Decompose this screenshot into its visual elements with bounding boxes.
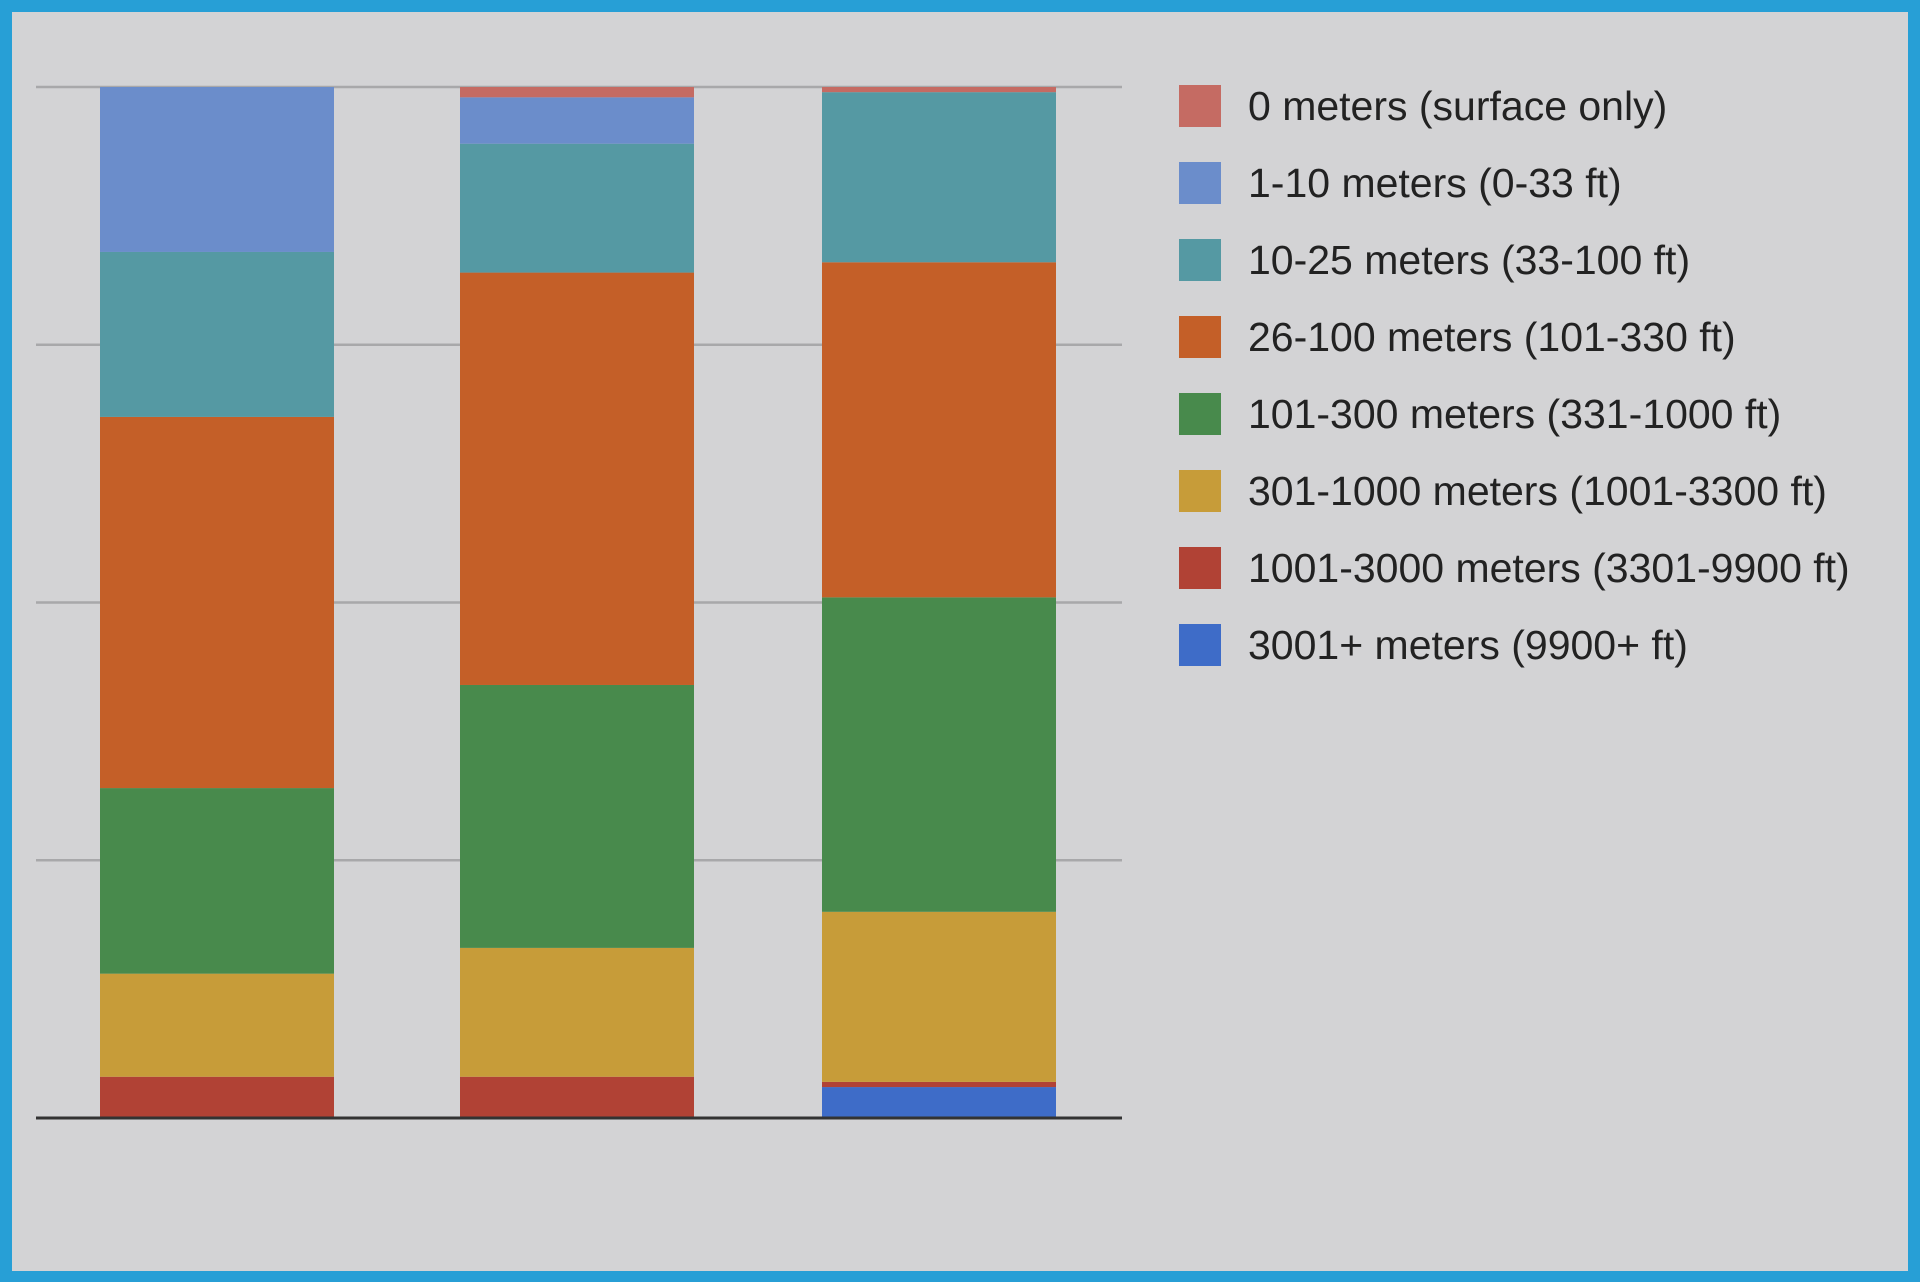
legend-swatch <box>1179 547 1221 589</box>
legend-label: 1-10 meters (0-33 ft) <box>1248 160 1622 206</box>
legend-item: 26-100 meters (101-330 ft) <box>1179 314 1736 360</box>
bar-segment <box>822 87 1056 93</box>
legend-item: 10-25 meters (33-100 ft) <box>1179 237 1690 283</box>
bar-segment <box>822 597 1056 912</box>
bar-segment <box>822 1081 1056 1088</box>
legend-label: 26-100 meters (101-330 ft) <box>1248 314 1736 360</box>
legend-item: 1-10 meters (0-33 ft) <box>1179 160 1622 206</box>
legend-item: 0 meters (surface only) <box>1179 83 1667 129</box>
legend-item: 101-300 meters (331-1000 ft) <box>1179 391 1781 437</box>
bar-segment <box>460 97 694 144</box>
legend: 0 meters (surface only) 1-10 meters (0-33… <box>1179 83 1850 668</box>
legend-label: 0 meters (surface only) <box>1248 83 1667 129</box>
bar-segment <box>460 1076 694 1118</box>
legend-item: 3001+ meters (9900+ ft) <box>1179 622 1688 668</box>
legend-swatch <box>1179 393 1221 435</box>
bar-segment <box>100 1076 334 1118</box>
bar-segment <box>100 788 334 974</box>
bar-segment <box>822 92 1056 263</box>
bar-segment <box>100 251 334 417</box>
legend-swatch <box>1179 85 1221 127</box>
bar-segment <box>100 87 334 252</box>
bar-segment <box>822 262 1056 598</box>
legend-label: 101-300 meters (331-1000 ft) <box>1248 391 1781 437</box>
legend-label: 301-1000 meters (1001-3300 ft) <box>1248 468 1827 514</box>
bar-segment <box>822 911 1056 1082</box>
bars <box>100 87 1056 1118</box>
legend-swatch <box>1179 162 1221 204</box>
bar-segment <box>100 416 334 789</box>
legend-item: 301-1000 meters (1001-3300 ft) <box>1179 468 1827 514</box>
legend-label: 3001+ meters (9900+ ft) <box>1248 622 1688 668</box>
bar-segment <box>460 143 694 273</box>
legend-swatch <box>1179 239 1221 281</box>
legend-swatch <box>1179 316 1221 358</box>
bar-segment <box>100 973 334 1077</box>
legend-swatch <box>1179 470 1221 512</box>
bar-segment <box>460 684 694 948</box>
bar-segment <box>460 87 694 98</box>
legend-label: 1001-3000 meters (3301-9900 ft) <box>1248 545 1850 591</box>
legend-item: 1001-3000 meters (3301-9900 ft) <box>1179 545 1850 591</box>
legend-label: 10-25 meters (33-100 ft) <box>1248 237 1690 283</box>
bar-segment <box>460 947 694 1077</box>
bar-segment <box>460 272 694 685</box>
bar-segment <box>822 1087 1056 1118</box>
legend-swatch <box>1179 624 1221 666</box>
